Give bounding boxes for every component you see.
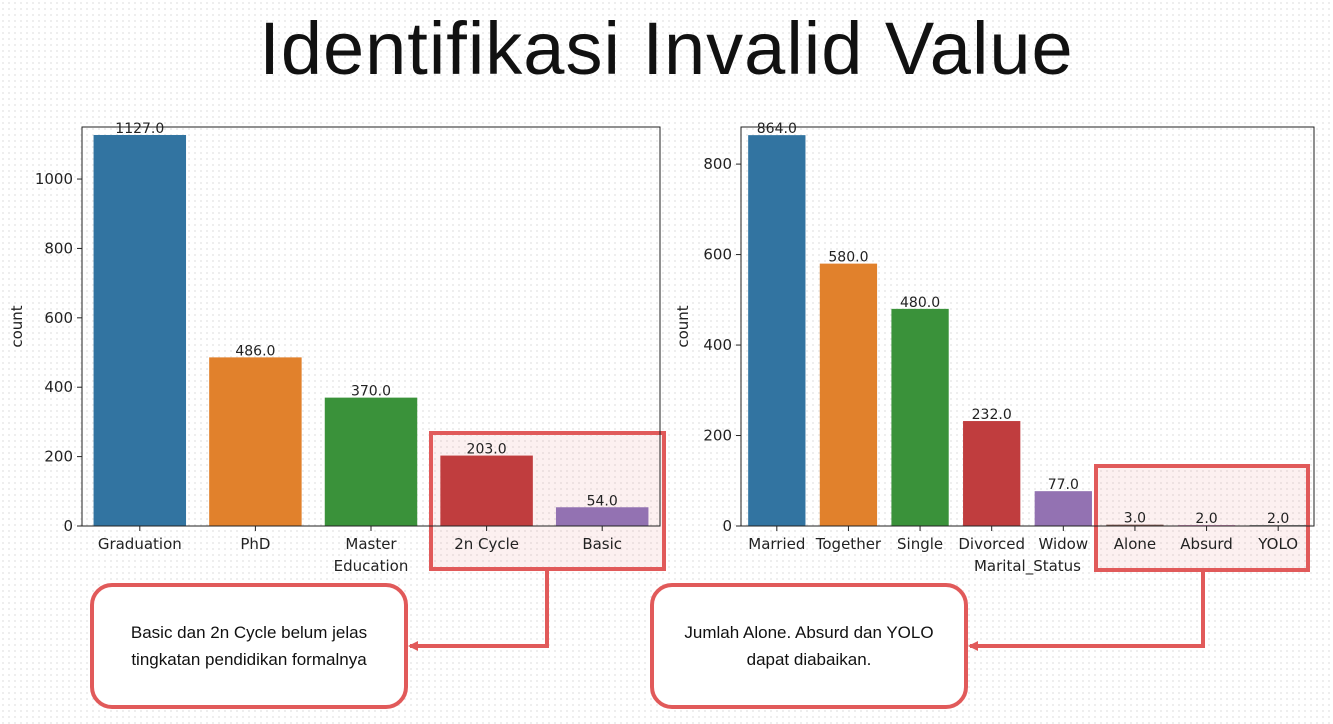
chart1-xtick-label: Married bbox=[748, 535, 805, 553]
chart1-bar-together bbox=[819, 263, 878, 526]
callout-marital-line2: dapat diabaikan. bbox=[746, 650, 872, 669]
chart0-ytick-label: 0 bbox=[63, 517, 73, 535]
chart1-ylabel: count bbox=[674, 305, 692, 347]
chart1-value-label: 2.0 bbox=[1195, 511, 1217, 527]
chart1-value-label: 77.0 bbox=[1048, 477, 1079, 493]
chart1-value-label: 2.0 bbox=[1267, 511, 1289, 527]
chart0-ytick-label: 800 bbox=[44, 239, 73, 257]
chart0-xtick-label: Graduation bbox=[98, 535, 182, 553]
chart0-value-label: 486.0 bbox=[235, 343, 275, 359]
callout-marital-note: Jumlah Alone. Absurd dan YOLO dapat diab… bbox=[650, 583, 968, 709]
chart1-bar-single bbox=[891, 308, 949, 526]
chart0-value-label: 54.0 bbox=[587, 493, 618, 509]
chart0-value-label: 203.0 bbox=[467, 442, 507, 458]
callout-education-line2: tingkatan pendidikan formalnya bbox=[131, 650, 367, 669]
chart1-ytick-label: 400 bbox=[703, 336, 732, 354]
chart0-bar-phd bbox=[209, 357, 302, 526]
chart1-xtick-label: YOLO bbox=[1257, 535, 1298, 553]
chart0-bar-graduation bbox=[93, 134, 187, 527]
chart1-xtick-label: Alone bbox=[1114, 535, 1156, 553]
chart1-xtick-label: Together bbox=[815, 535, 882, 553]
chart1-plot-frame bbox=[740, 126, 1315, 527]
chart0-ytick-label: 200 bbox=[44, 448, 73, 466]
chart1-xtick-label: Absurd bbox=[1180, 535, 1233, 553]
chart1-xtick-label: Single bbox=[897, 535, 943, 553]
chart1-ytick-label: 200 bbox=[703, 427, 732, 445]
chart1-xtick-label: Divorced bbox=[958, 535, 1025, 553]
chart1-xtick-label: Widow bbox=[1038, 535, 1088, 553]
chart1-ytick-label: 600 bbox=[703, 246, 732, 264]
chart0-ylabel: count bbox=[8, 305, 26, 347]
callout-marital-line1: Jumlah Alone. Absurd dan YOLO bbox=[684, 623, 934, 642]
callout-education-line1: Basic dan 2n Cycle belum jelas bbox=[130, 623, 368, 642]
chart0-xtick-label: 2n Cycle bbox=[454, 535, 519, 553]
chart0-ytick-label: 400 bbox=[44, 378, 73, 396]
chart1-ytick-label: 800 bbox=[703, 155, 732, 173]
chart0-ytick-label: 1000 bbox=[35, 170, 73, 188]
chart1-bar-widow bbox=[1034, 491, 1092, 526]
chart1-value-label: 3.0 bbox=[1124, 511, 1146, 527]
chart1-xlabel: Marital_Status bbox=[974, 557, 1081, 576]
chart0-plot-frame bbox=[81, 126, 661, 527]
chart1-bar-married bbox=[748, 135, 806, 526]
chart1-bar-alone bbox=[1106, 524, 1164, 526]
chart1-value-label: 580.0 bbox=[828, 250, 868, 266]
chart1-value-label: 480.0 bbox=[900, 295, 940, 311]
chart0-value-label: 1127.0 bbox=[115, 121, 164, 137]
callout-education-note: Basic dan 2n Cycle belum jelas tingkatan… bbox=[90, 583, 408, 709]
chart0-ytick-label: 600 bbox=[44, 309, 73, 327]
chart0-xtick-label: PhD bbox=[240, 535, 270, 553]
chart0-bar-basic bbox=[555, 507, 649, 526]
chart1-value-label: 232.0 bbox=[972, 407, 1012, 423]
chart0-value-label: 370.0 bbox=[351, 384, 391, 400]
chart1-bar-divorced bbox=[963, 421, 1021, 526]
chart0-xtick-label: Master bbox=[345, 535, 397, 553]
chart0-xtick-label: Basic bbox=[582, 535, 622, 553]
chart1-ytick-label: 0 bbox=[722, 517, 732, 535]
slide-title: Identifikasi Invalid Value bbox=[259, 7, 1074, 90]
highlight-box-marital bbox=[1094, 464, 1310, 572]
chart0-bar-master bbox=[324, 397, 418, 526]
chart0-bar-2n-cycle bbox=[440, 455, 533, 526]
chart0-xlabel: Education bbox=[334, 557, 409, 575]
chart1-value-label: 864.0 bbox=[757, 121, 797, 137]
